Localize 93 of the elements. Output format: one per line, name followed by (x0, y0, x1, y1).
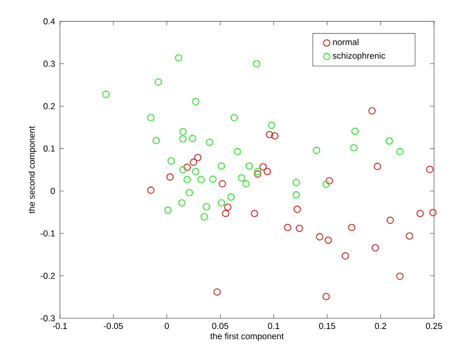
point (166, 173, 174, 181)
legend-label: normal (333, 38, 358, 46)
point (192, 168, 200, 176)
point (386, 216, 394, 224)
point (426, 166, 434, 174)
point (268, 122, 276, 129)
point (154, 78, 162, 86)
point (326, 177, 333, 184)
point (253, 60, 260, 68)
point (230, 114, 238, 122)
x-tick-label: -0.1 (52, 322, 67, 330)
point (254, 170, 262, 178)
x-axis-title: the first component (210, 332, 284, 341)
y-tick-label: -0.3 (40, 315, 55, 322)
y-tick-label: 0.4 (44, 18, 55, 24)
point (206, 138, 214, 146)
point (234, 148, 241, 156)
x-tick-label: 0.15 (319, 322, 336, 330)
x-tick-label: 0.2 (374, 322, 386, 330)
point (271, 132, 278, 140)
point (167, 157, 175, 165)
y-tick-label: -0.1 (40, 230, 55, 237)
x-tick-label: 0.05 (212, 322, 228, 330)
point (174, 54, 182, 62)
point (386, 137, 393, 145)
point (213, 288, 221, 296)
point (224, 204, 232, 211)
point (218, 199, 225, 207)
point (296, 224, 303, 232)
y-tick-label: 0.1 (44, 146, 55, 152)
point (164, 206, 172, 214)
point (238, 174, 246, 182)
point (184, 164, 191, 171)
point (316, 233, 324, 240)
point (322, 180, 330, 188)
point (351, 128, 359, 135)
point (179, 128, 186, 136)
point (242, 180, 250, 188)
point (322, 293, 330, 300)
point (152, 136, 160, 144)
point (396, 148, 404, 156)
point (186, 189, 193, 196)
y-tick-label: 0.3 (44, 60, 55, 67)
point (202, 203, 210, 210)
point (292, 191, 300, 198)
point (209, 176, 216, 183)
point (197, 176, 205, 184)
y-tick-label: -0.2 (40, 272, 55, 279)
point (429, 209, 437, 216)
point (246, 162, 253, 170)
point (178, 199, 186, 207)
point (254, 168, 262, 176)
x-tick-label: 0 (164, 322, 169, 330)
x-tick-label: 0.25 (426, 322, 442, 330)
point (372, 244, 379, 252)
point (200, 213, 208, 221)
point (188, 134, 196, 142)
point (406, 232, 414, 240)
point (179, 135, 186, 142)
point (294, 206, 301, 213)
point (259, 163, 267, 170)
point (192, 98, 200, 106)
point (227, 193, 235, 201)
legend-label: schizophrenic (332, 52, 386, 61)
x-tick-label: 0.1 (268, 322, 280, 330)
point (218, 162, 225, 170)
point (348, 224, 356, 232)
point (250, 210, 258, 218)
point (350, 144, 358, 152)
point (342, 252, 349, 260)
point (374, 162, 381, 170)
point (416, 210, 424, 218)
point (190, 158, 198, 166)
point (179, 166, 186, 174)
point (368, 107, 376, 114)
point (396, 272, 404, 280)
point (266, 131, 274, 138)
point (284, 224, 292, 232)
y-tick-label: 0 (50, 188, 55, 194)
point (102, 90, 110, 98)
point (264, 168, 271, 176)
point (147, 186, 154, 194)
point (292, 178, 300, 186)
point (184, 176, 191, 184)
point (312, 146, 320, 154)
x-tick-label: -0.05 (104, 322, 123, 330)
point (222, 210, 230, 218)
point (147, 114, 154, 122)
point (218, 180, 226, 188)
y-tick-label: 0.2 (44, 103, 55, 110)
point (194, 154, 202, 162)
y-axis-title: the second component (28, 126, 36, 214)
point (324, 236, 332, 244)
